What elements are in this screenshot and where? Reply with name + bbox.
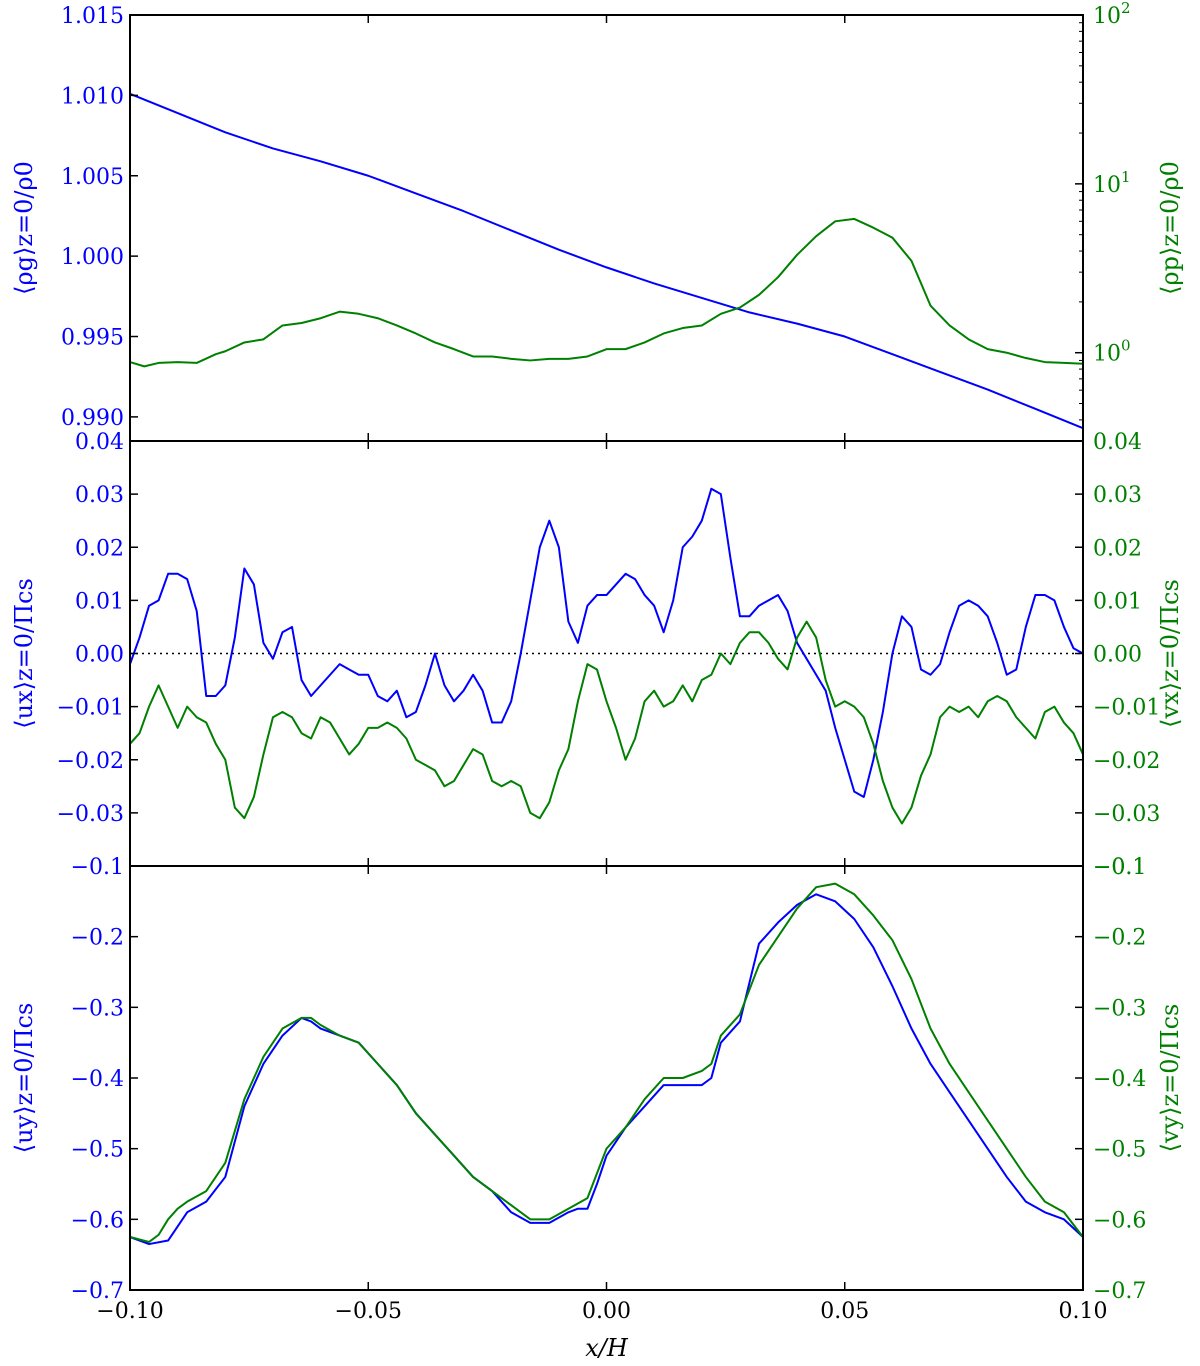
right-tick-label-base: −0.4	[1093, 1067, 1146, 1092]
right-tick-label: −0.5	[1093, 1138, 1146, 1163]
right-tick-label: 102	[1093, 0, 1131, 29]
series-line-left	[129, 92, 1084, 430]
panel-middle: −0.1 −0.03 −0.02 −0.01 0.00 0.01 0.02 0.03 0.04 −…	[10, 430, 1184, 880]
right-tick-label: 100	[1093, 337, 1131, 367]
series-line-left	[129, 893, 1084, 1246]
right-tick-label-base: −0.5	[1093, 1138, 1146, 1163]
right-tick-label: 0.02	[1093, 536, 1142, 561]
x-tick-label: 0.10	[1059, 1299, 1108, 1324]
right-tick-label-base: −0.7	[1093, 1279, 1146, 1304]
left-tick-label: 0.995	[61, 326, 124, 351]
right-tick-label: −0.01	[1093, 696, 1160, 721]
panel-frame	[129, 14, 1084, 442]
right-axis-label: ⟨vy⟩z=0/Πcs	[1156, 1004, 1184, 1153]
right-tick-label-base: 10	[1093, 342, 1121, 367]
right-tick-label: 0.04	[1093, 430, 1142, 455]
right-axis-label: ⟨ρp⟩z=0/ρ0	[1156, 161, 1184, 295]
panel-bottom: −0.7 −0.6 −0.5 −0.4 −0.3 −0.2 −0.7 −0.6 −0.5 −0.4…	[10, 855, 1184, 1304]
left-tick-label: −0.01	[57, 696, 124, 721]
right-tick-label: −0.03	[1093, 802, 1160, 827]
left-tick-label: −0.7	[71, 1279, 124, 1304]
right-tick-label: −0.7	[1093, 1279, 1146, 1304]
x-axis-label: x/H	[585, 1334, 629, 1362]
right-tick-label-base: −0.01	[1093, 696, 1160, 721]
right-tick-label: −0.1	[1093, 855, 1146, 880]
left-tick-label: −0.6	[71, 1208, 124, 1233]
right-tick-label-base: −0.6	[1093, 1208, 1146, 1233]
right-tick-label: −0.2	[1093, 926, 1146, 951]
x-tick-label: 0.05	[820, 1299, 869, 1324]
right-tick-label-base: −0.3	[1093, 996, 1146, 1021]
right-axis-label: ⟨vx⟩z=0/Πcs	[1156, 579, 1184, 728]
left-tick-label: −0.5	[71, 1138, 124, 1163]
left-tick-label: 1.000	[61, 245, 124, 270]
left-axis-label: ⟨ρg⟩z=0/ρ0	[10, 161, 38, 295]
right-tick-label-base: −0.03	[1093, 802, 1160, 827]
x-tick-label: −0.10	[96, 1299, 163, 1324]
right-tick-label: −0.4	[1093, 1067, 1146, 1092]
series-line-right	[129, 882, 1084, 1243]
right-tick-label: 0.03	[1093, 483, 1142, 508]
left-tick-label: −0.3	[71, 996, 124, 1021]
right-tick-label-base: −0.1	[1093, 855, 1146, 880]
right-tick-label: −0.6	[1093, 1208, 1146, 1233]
right-tick-label-exponent: 2	[1121, 0, 1131, 17]
right-tick-label-base: 0.01	[1093, 589, 1142, 614]
series-line-right	[129, 217, 1084, 368]
left-tick-label: −0.4	[71, 1067, 124, 1092]
left-tick-label: −0.1	[71, 855, 124, 880]
series-line-left	[129, 487, 1084, 798]
left-tick-label: 1.005	[61, 165, 124, 190]
left-tick-label: 0.01	[75, 589, 124, 614]
right-tick-label-base: 0.04	[1093, 430, 1142, 455]
right-tick-label: −0.02	[1093, 749, 1160, 774]
left-tick-label: −0.02	[57, 749, 124, 774]
right-tick-label-base: 10	[1093, 173, 1121, 198]
left-tick-label: 0.03	[75, 483, 124, 508]
left-tick-label: 1.010	[61, 84, 124, 109]
x-tick-label: 0.00	[582, 1299, 631, 1324]
right-tick-label-exponent: 0	[1121, 337, 1131, 355]
right-tick-label-base: 10	[1093, 4, 1121, 29]
right-tick-label: −0.1	[1093, 855, 1146, 880]
series-line-right	[129, 620, 1084, 825]
right-tick-label-base: 0.00	[1093, 643, 1142, 668]
left-tick-label: 0.990	[61, 406, 124, 431]
right-tick-label: 0.01	[1093, 589, 1142, 614]
right-tick-label: −0.3	[1093, 996, 1146, 1021]
left-tick-label: −0.03	[57, 802, 124, 827]
panel-top: 0.9900.9951.0001.0051.0101.015100101102⟨…	[10, 0, 1184, 442]
right-tick-label-base: −0.02	[1093, 749, 1160, 774]
right-tick-label-base: −0.1	[1093, 855, 1146, 880]
right-tick-label: 0.00	[1093, 643, 1142, 668]
right-tick-label: 101	[1093, 168, 1131, 198]
left-axis-label: ⟨ux⟩z=0/Πcs	[10, 578, 38, 729]
right-tick-label-base: 0.03	[1093, 483, 1142, 508]
right-tick-label-base: −0.2	[1093, 926, 1146, 951]
left-tick-label: 0.04	[75, 430, 124, 455]
right-tick-label-exponent: 1	[1121, 168, 1131, 186]
left-tick-label: 1.015	[61, 4, 124, 29]
right-tick-label-base: 0.02	[1093, 536, 1142, 561]
left-tick-label: 0.00	[75, 643, 124, 668]
left-axis-label: ⟨uy⟩z=0/Πcs	[10, 1003, 38, 1154]
left-tick-label: −0.2	[71, 926, 124, 951]
left-tick-label: 0.02	[75, 536, 124, 561]
x-tick-label: −0.05	[335, 1299, 402, 1324]
